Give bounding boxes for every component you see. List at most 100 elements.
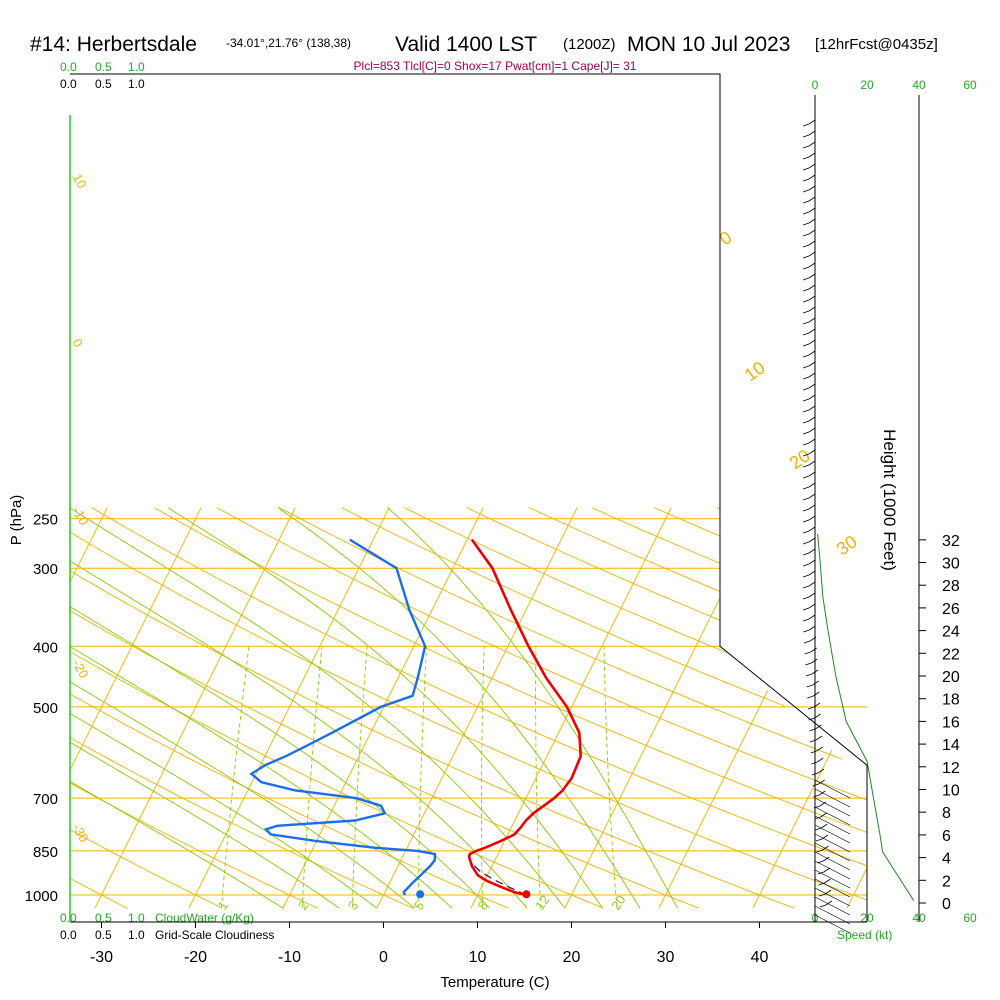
- wind-barb: [808, 141, 816, 147]
- wind-barb: [808, 526, 816, 532]
- wind-barb-flag: [802, 486, 810, 490]
- wind-barb-flag: [802, 233, 810, 237]
- wind-scale-top-0: 0: [812, 78, 819, 92]
- height-tick-label: 22: [942, 646, 960, 663]
- wind-barb-flag: [814, 816, 821, 820]
- station-coords: -34.01°,21.76° (138,38): [226, 36, 351, 50]
- surface-temperature-marker: [522, 890, 531, 899]
- wind-barb-flag: [804, 651, 811, 655]
- pressure-tick-label: 400: [33, 639, 58, 656]
- bottom-scale-green-1: 0.5: [95, 911, 112, 925]
- wind-barb: [808, 372, 816, 378]
- wind-barb: [817, 768, 825, 774]
- dry-adiabat-label: 10: [69, 171, 89, 191]
- pressure-tick-label: 850: [33, 844, 58, 861]
- pressure-tick-label: 250: [33, 512, 58, 529]
- isotherm-line: [752, 507, 867, 909]
- wind-barb: [822, 856, 830, 862]
- wind-barb: [808, 460, 816, 466]
- wind-barb-low: [814, 833, 851, 853]
- wind-barb: [808, 427, 816, 433]
- wind-barb-flag: [802, 607, 810, 611]
- wind-barb: [818, 779, 825, 785]
- valid-time: Valid 1400 LST: [395, 33, 537, 56]
- wind-barb-low: [814, 815, 851, 835]
- wind-barb: [810, 647, 817, 653]
- wind-barb: [808, 196, 816, 202]
- top-scale-black-1: 0.5: [95, 77, 112, 91]
- dry-adiabat-line: [70, 507, 128, 909]
- mixing-ratio-label: 20: [608, 892, 629, 912]
- top-scale-green-0: 0.0: [60, 60, 77, 74]
- height-tick-label: 16: [942, 714, 960, 731]
- wind-barb-flag: [803, 629, 810, 633]
- dry-adiabat-line: [404, 507, 867, 909]
- wind-barb: [813, 691, 820, 697]
- wind-barb: [808, 262, 816, 268]
- wind-barb-low: [814, 851, 851, 871]
- wind-barb-flag: [802, 442, 810, 446]
- wind-barb-flag: [807, 695, 814, 699]
- wind-scale-top-2: 40: [912, 78, 926, 92]
- wind-barb-flag: [812, 783, 819, 787]
- wind-barb: [821, 823, 828, 829]
- dry-adiabat-line: [967, 508, 1000, 909]
- wind-barb-flag: [802, 508, 810, 512]
- wind-barb-flag: [802, 277, 810, 281]
- wind-barb: [808, 493, 816, 499]
- bottom-scale-green-0: 0.0: [60, 911, 77, 925]
- wind-speed-label: Speed (kt): [837, 928, 892, 942]
- x-tick-label: 20: [563, 949, 581, 966]
- wind-barb-low: [814, 824, 851, 844]
- wind-barb-low: [814, 905, 851, 925]
- height-tick-label: 32: [942, 533, 960, 550]
- wind-barb-flag: [802, 145, 810, 149]
- wind-barb-flag: [810, 750, 817, 754]
- wind-barb: [824, 889, 832, 895]
- dry-adiabat-line: [0, 508, 32, 909]
- wind-barb: [808, 537, 816, 543]
- wind-barb-flag: [802, 519, 810, 523]
- bottom-scale-black-2: 1.0: [128, 928, 145, 942]
- wind-barb-flag: [802, 585, 810, 589]
- height-tick-label: 26: [942, 601, 960, 618]
- forecast-label: [12hrFcst@0435z]: [815, 36, 938, 53]
- wind-barb-flag: [802, 618, 810, 622]
- wind-barb: [825, 900, 833, 906]
- pressure-tick-label: 500: [33, 700, 58, 717]
- dry-adiabat-line: [70, 507, 223, 909]
- wind-barb-flag: [802, 574, 810, 578]
- dry-adiabat-line: [529, 507, 867, 909]
- wind-barb-flag: [802, 343, 810, 347]
- wind-barb-flag: [805, 662, 812, 666]
- bottom-scale-green-2: 1.0: [128, 911, 145, 925]
- mixing-ratio-label: 3: [345, 898, 361, 913]
- wind-barb: [808, 295, 816, 301]
- dry-adiabat-label: 20: [786, 445, 814, 473]
- isotherm-line: [846, 507, 867, 909]
- wind-barb: [808, 163, 816, 169]
- cloudwater-label: CloudWater (g/Kg): [155, 911, 254, 925]
- height-tick-label: 10: [942, 783, 960, 800]
- wind-barb-flag: [809, 728, 816, 732]
- y-axis-title: P (hPa): [8, 495, 25, 546]
- height-tick-label: 30: [942, 556, 960, 573]
- mixing-ratio-label: 12: [532, 892, 553, 912]
- wind-barb-flag: [815, 838, 823, 842]
- wind-barb-low: [814, 869, 851, 889]
- wind-barb-flag: [802, 178, 810, 182]
- isotherm-line: [0, 508, 13, 909]
- wind-barb-flag: [813, 794, 820, 798]
- pressure-tick-label: 300: [33, 561, 58, 578]
- wind-barb: [817, 757, 824, 763]
- wind-barb-low: [814, 896, 851, 916]
- wind-barb-flag: [802, 541, 810, 545]
- wind-scale-bottom-3: 60: [963, 911, 977, 925]
- valid-date: MON 10 Jul 2023: [627, 33, 790, 56]
- wind-barb: [808, 471, 816, 477]
- x-tick-label: 40: [751, 949, 769, 966]
- x-tick-label: 0: [379, 949, 388, 966]
- dry-adiabat-line: [70, 507, 414, 909]
